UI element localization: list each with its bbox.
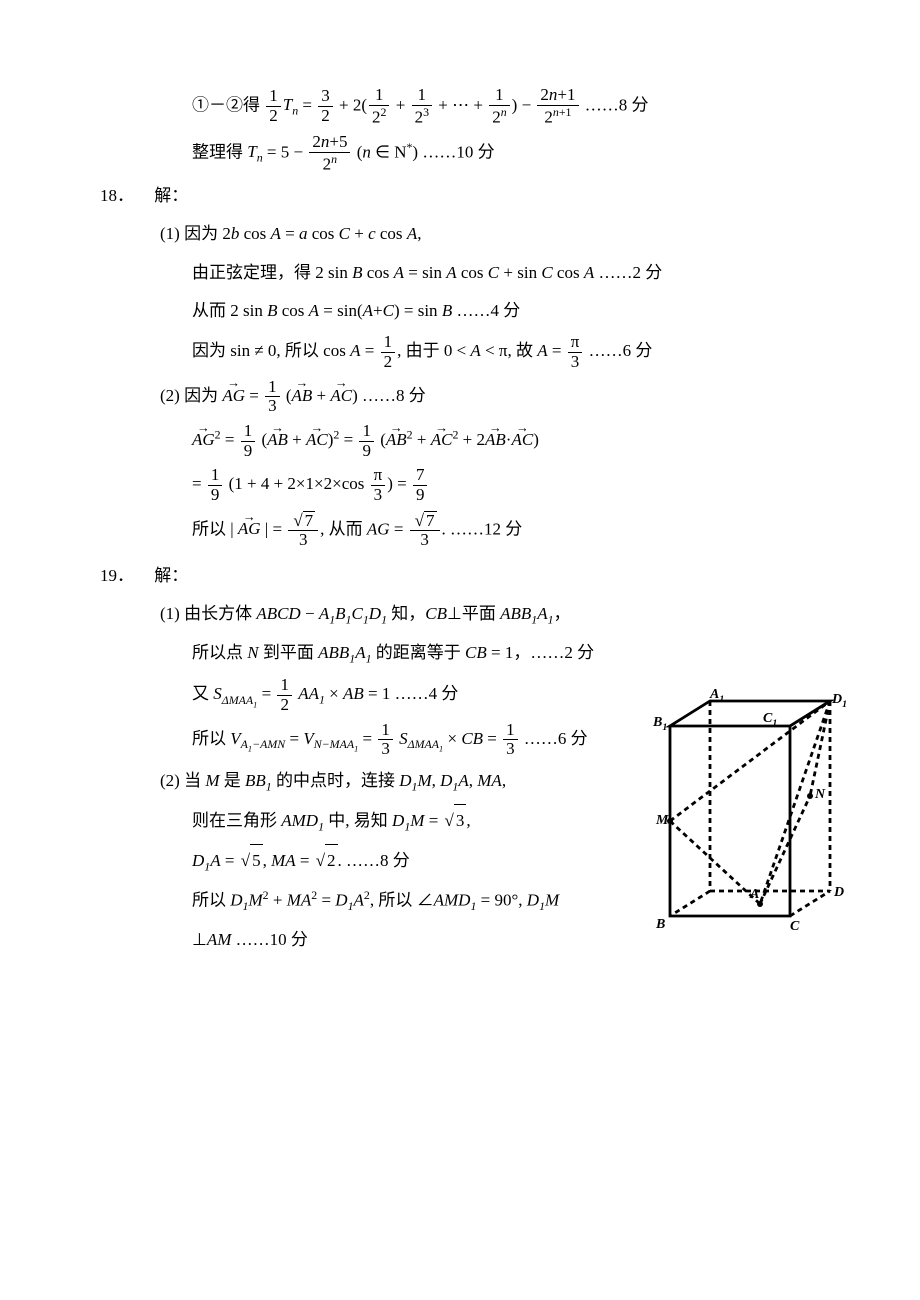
svg-text:B: B <box>655 917 665 932</box>
p18-line-f: AG2 = 19 (AB + AC)2 = 19 (AB2 + AC2 + 2A… <box>192 422 860 460</box>
p18-line-h: 所以 | AG | = 73, 从而 AG = 73. ……12 分 <box>192 511 860 550</box>
p18-line-a: (1) 因为 2b cos A = a cos C + c cos A, <box>160 218 860 250</box>
solution-label-19: 解： <box>154 566 188 585</box>
p19-line-a: (1) 由长方体 ABCD − A1B1C1D1 知，CB⊥平面 ABB1A1， <box>160 598 860 631</box>
problem-18-body: (1) 因为 2b cos A = a cos C + c cos A, 由正弦… <box>160 218 860 550</box>
svg-text:C: C <box>790 919 800 934</box>
svg-text:N: N <box>814 787 826 802</box>
problem-number-19: 19． <box>100 560 150 592</box>
p17-line-1: ①－②得 12Tn = 32 + 2(122 + 123 + ⋯ + 12n) … <box>192 86 860 127</box>
solution-label: 解： <box>154 186 188 205</box>
p18-line-b: 由正弦定理，得 2 sin B cos A = sin A cos C + si… <box>192 257 860 289</box>
p19-line-b: 所以点 N 到平面 ABB1A1 的距离等于 CB = 1，……2 分 <box>192 637 860 670</box>
problem-18: 18． 解： <box>100 180 860 212</box>
problem-19-body: (1) 由长方体 ABCD − A1B1C1D1 知，CB⊥平面 ABB1A1，… <box>160 598 860 956</box>
svg-text:D1: D1 <box>831 692 847 710</box>
p17-line-2: 整理得 Tn = 5 − 2n+52n (n ∈ N*) ……10 分 <box>192 133 860 174</box>
p18-line-g: = 19 (1 + 4 + 2×1×2×cos π3) = 79 <box>192 466 860 504</box>
p18-line-c: 从而 2 sin B cos A = sin(A+C) = sin B ……4 … <box>192 295 860 327</box>
problem-17-continuation: ①－②得 12Tn = 32 + 2(122 + 123 + ⋯ + 12n) … <box>160 86 860 174</box>
problem-number-18: 18． <box>100 180 150 212</box>
problem-19: 19． 解： <box>100 560 860 592</box>
svg-text:B1: B1 <box>652 715 667 733</box>
svg-text:D: D <box>833 885 844 900</box>
svg-text:M: M <box>655 813 669 828</box>
cuboid-figure: A1 D1 B1 C1 N M A D B C <box>650 686 850 957</box>
p18-line-e: (2) 因为 AG = 13 (AB + AC) ……8 分 <box>160 378 860 416</box>
p18-line-d: 因为 sin ≠ 0, 所以 cos A = 12, 由于 0 < A < π,… <box>192 333 860 371</box>
svg-text:A: A <box>749 887 759 902</box>
